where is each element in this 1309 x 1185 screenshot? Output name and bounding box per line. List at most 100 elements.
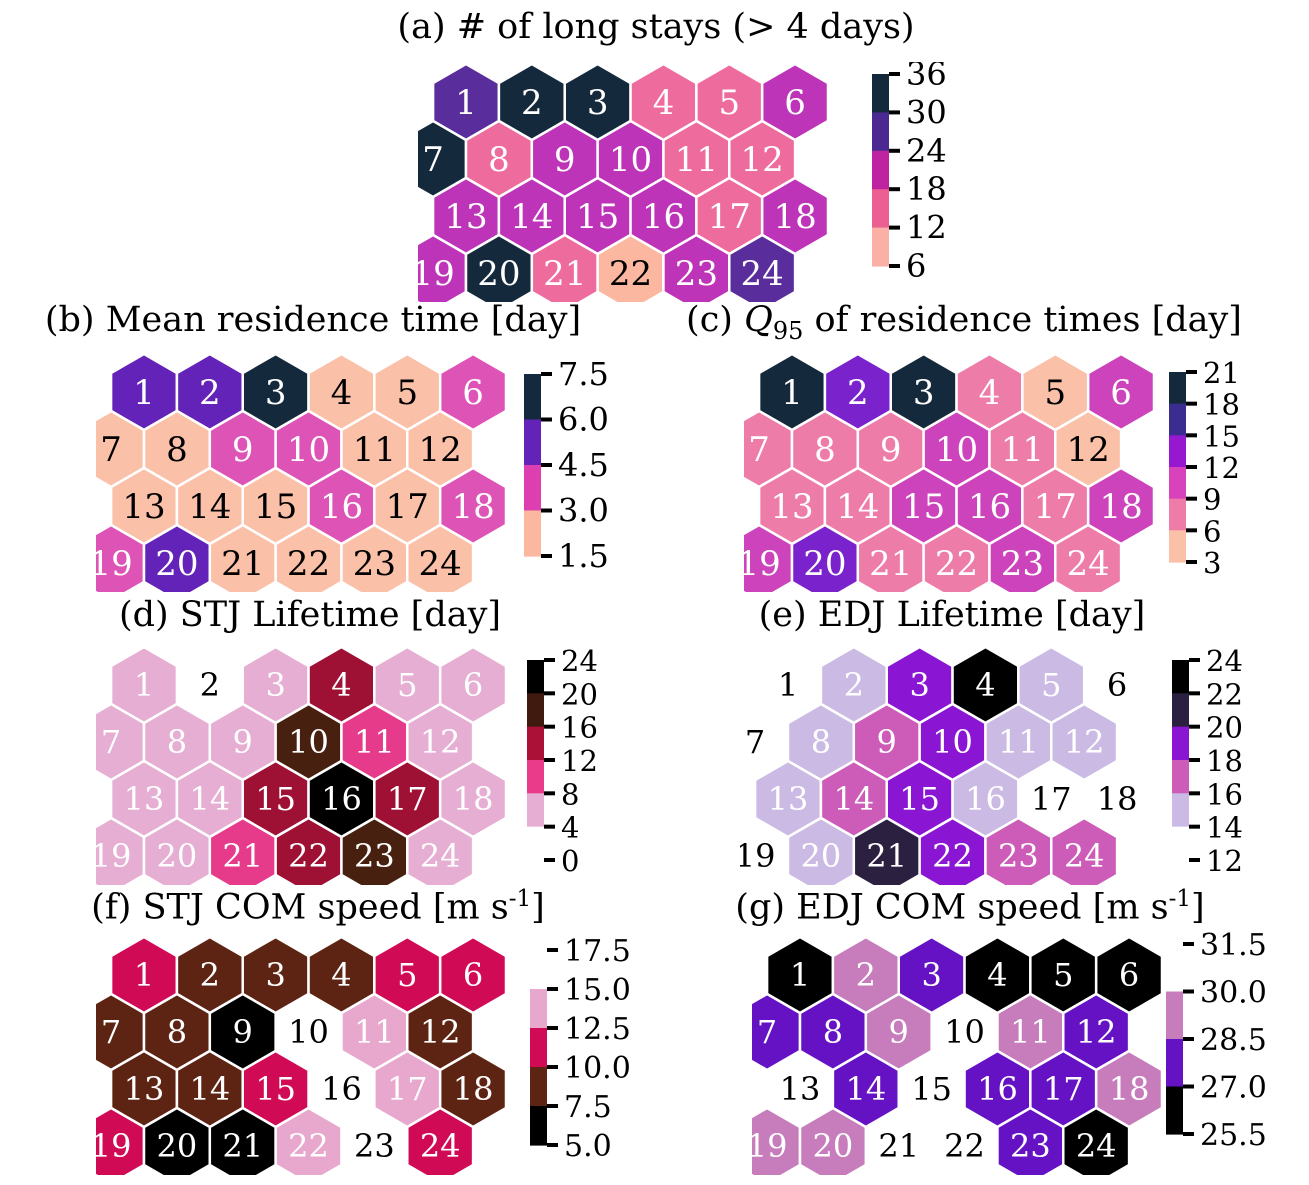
hex-cell-fill-24[interactable] bbox=[1062, 1106, 1131, 1175]
hex-cell-16[interactable]: 16 bbox=[955, 466, 1024, 546]
hex-cell-23[interactable]: 23 bbox=[340, 523, 409, 592]
hex-cell-7[interactable]: 7 bbox=[745, 723, 765, 761]
hex-cell-10[interactable]: 10 bbox=[288, 1013, 329, 1051]
hex-cell-23[interactable]: 23 bbox=[988, 523, 1057, 592]
hex-cell-22[interactable]: 22 bbox=[274, 1106, 343, 1175]
hex-cell-20[interactable]: 20 bbox=[790, 523, 860, 592]
hex-cell-17[interactable]: 17 bbox=[1029, 1049, 1098, 1129]
hex-cell-13[interactable]: 13 bbox=[757, 466, 827, 546]
hex-cell-16[interactable]: 16 bbox=[951, 759, 1020, 839]
hex-cell-23[interactable]: 23 bbox=[354, 1127, 395, 1165]
hex-cell-fill-22[interactable] bbox=[274, 1106, 343, 1175]
hex-cell-12[interactable]: 12 bbox=[406, 702, 475, 782]
hex-cell-22[interactable]: 22 bbox=[596, 233, 665, 302]
hex-cell-1[interactable]: 1 bbox=[765, 935, 835, 1015]
hex-cell-16[interactable]: 16 bbox=[321, 1070, 362, 1108]
hex-cell-9[interactable]: 9 bbox=[852, 702, 921, 782]
hex-cell-6[interactable]: 6 bbox=[1086, 352, 1156, 432]
hex-cell-17[interactable]: 17 bbox=[373, 466, 442, 546]
hex-cell-24[interactable]: 24 bbox=[1054, 523, 1123, 592]
hex-cell-11[interactable]: 11 bbox=[988, 409, 1057, 489]
hex-cell-24[interactable]: 24 bbox=[406, 523, 475, 592]
hex-cell-15[interactable]: 15 bbox=[911, 1070, 952, 1108]
hex-cell-6[interactable]: 6 bbox=[438, 352, 508, 432]
hex-cell-12[interactable]: 12 bbox=[406, 992, 475, 1072]
hex-cell-13[interactable]: 13 bbox=[780, 1070, 821, 1108]
hex-cell-21[interactable]: 21 bbox=[878, 1127, 919, 1165]
hex-cell-18[interactable]: 18 bbox=[1094, 1049, 1164, 1129]
hex-cell-15[interactable]: 15 bbox=[563, 176, 632, 256]
hex-cell-17[interactable]: 17 bbox=[1021, 466, 1090, 546]
hex-cell-12[interactable]: 12 bbox=[728, 119, 797, 199]
hex-cell-fill-24[interactable] bbox=[406, 1106, 475, 1175]
hex-cell-3[interactable]: 3 bbox=[889, 352, 958, 432]
hex-cell-14[interactable]: 14 bbox=[823, 466, 892, 546]
hex-cell-19[interactable]: 19 bbox=[96, 523, 146, 592]
hex-cell-19[interactable]: 19 bbox=[96, 816, 146, 885]
hex-cell-24[interactable]: 24 bbox=[406, 1106, 475, 1175]
hex-cell-24[interactable]: 24 bbox=[728, 233, 797, 302]
hex-cell-7[interactable]: 7 bbox=[96, 409, 146, 489]
hex-cell-9[interactable]: 9 bbox=[530, 119, 599, 199]
hex-cell-7[interactable]: 7 bbox=[752, 992, 802, 1072]
hex-cell-1[interactable]: 1 bbox=[778, 666, 798, 704]
hex-cell-18[interactable]: 18 bbox=[1097, 780, 1138, 818]
hex-cell-2[interactable]: 2 bbox=[200, 666, 220, 704]
hex-cell-5[interactable]: 5 bbox=[695, 62, 764, 142]
hex-cell-fill-24[interactable] bbox=[728, 233, 797, 302]
hex-cell-11[interactable]: 11 bbox=[340, 992, 409, 1072]
hex-cell-17[interactable]: 17 bbox=[373, 1049, 442, 1129]
hex-cell-21[interactable]: 21 bbox=[530, 233, 599, 302]
hex-cell-19[interactable]: 19 bbox=[752, 1106, 802, 1175]
hex-cell-10[interactable]: 10 bbox=[922, 409, 991, 489]
hex-cell-14[interactable]: 14 bbox=[175, 759, 244, 839]
hex-cell-22[interactable]: 22 bbox=[918, 816, 987, 885]
hex-cell-1[interactable]: 1 bbox=[109, 935, 179, 1015]
hex-cell-24[interactable]: 24 bbox=[406, 816, 475, 885]
hex-cell-fill-12[interactable] bbox=[1050, 702, 1119, 782]
hex-cell-7[interactable]: 7 bbox=[96, 702, 146, 782]
hex-cell-23[interactable]: 23 bbox=[662, 233, 731, 302]
hex-cell-20[interactable]: 20 bbox=[142, 1106, 212, 1175]
hex-cell-3[interactable]: 3 bbox=[241, 645, 310, 725]
hex-cell-23[interactable]: 23 bbox=[996, 1106, 1065, 1175]
hex-cell-13[interactable]: 13 bbox=[109, 1049, 179, 1129]
hex-cell-21[interactable]: 21 bbox=[852, 816, 921, 885]
hex-cell-20[interactable]: 20 bbox=[464, 233, 534, 302]
hex-cell-20[interactable]: 20 bbox=[142, 523, 212, 592]
hex-cell-10[interactable]: 10 bbox=[944, 1013, 985, 1051]
hex-cell-15[interactable]: 15 bbox=[885, 759, 954, 839]
hex-cell-9[interactable]: 9 bbox=[208, 409, 277, 489]
hex-cell-19[interactable]: 19 bbox=[740, 837, 775, 875]
hex-cell-24[interactable]: 24 bbox=[1062, 1106, 1131, 1175]
hex-cell-18[interactable]: 18 bbox=[760, 176, 830, 256]
hex-cell-20[interactable]: 20 bbox=[798, 1106, 868, 1175]
hex-cell-12[interactable]: 12 bbox=[406, 409, 475, 489]
hex-cell-4[interactable]: 4 bbox=[307, 645, 376, 725]
hex-cell-21[interactable]: 21 bbox=[208, 816, 277, 885]
hex-cell-19[interactable]: 19 bbox=[418, 233, 468, 302]
hex-cell-4[interactable]: 4 bbox=[951, 645, 1020, 725]
hex-cell-18[interactable]: 18 bbox=[438, 1049, 508, 1129]
hex-cell-22[interactable]: 22 bbox=[944, 1127, 985, 1165]
hex-cell-5[interactable]: 5 bbox=[1017, 645, 1086, 725]
hex-cell-5[interactable]: 5 bbox=[373, 645, 442, 725]
hex-cell-17[interactable]: 17 bbox=[695, 176, 764, 256]
hex-cell-fill-20[interactable] bbox=[798, 1106, 868, 1175]
hex-cell-13[interactable]: 13 bbox=[431, 176, 501, 256]
hex-cell-20[interactable]: 20 bbox=[142, 816, 212, 885]
hex-cell-23[interactable]: 23 bbox=[984, 816, 1053, 885]
hex-cell-23[interactable]: 23 bbox=[340, 816, 409, 885]
hex-cell-22[interactable]: 22 bbox=[274, 523, 343, 592]
hex-cell-12[interactable]: 12 bbox=[1062, 992, 1131, 1072]
hex-cell-6[interactable]: 6 bbox=[1107, 666, 1127, 704]
hex-cell-17[interactable]: 17 bbox=[1031, 780, 1072, 818]
hex-cell-24[interactable]: 24 bbox=[1050, 816, 1119, 885]
hex-cell-fill-24[interactable] bbox=[1050, 816, 1119, 885]
hex-cell-11[interactable]: 11 bbox=[340, 702, 409, 782]
hex-cell-fill-24[interactable] bbox=[1054, 523, 1123, 592]
hex-cell-6[interactable]: 6 bbox=[760, 62, 830, 142]
hex-cell-10[interactable]: 10 bbox=[274, 702, 343, 782]
hex-cell-fill-24[interactable] bbox=[406, 523, 475, 592]
hex-cell-fill-24[interactable] bbox=[406, 816, 475, 885]
